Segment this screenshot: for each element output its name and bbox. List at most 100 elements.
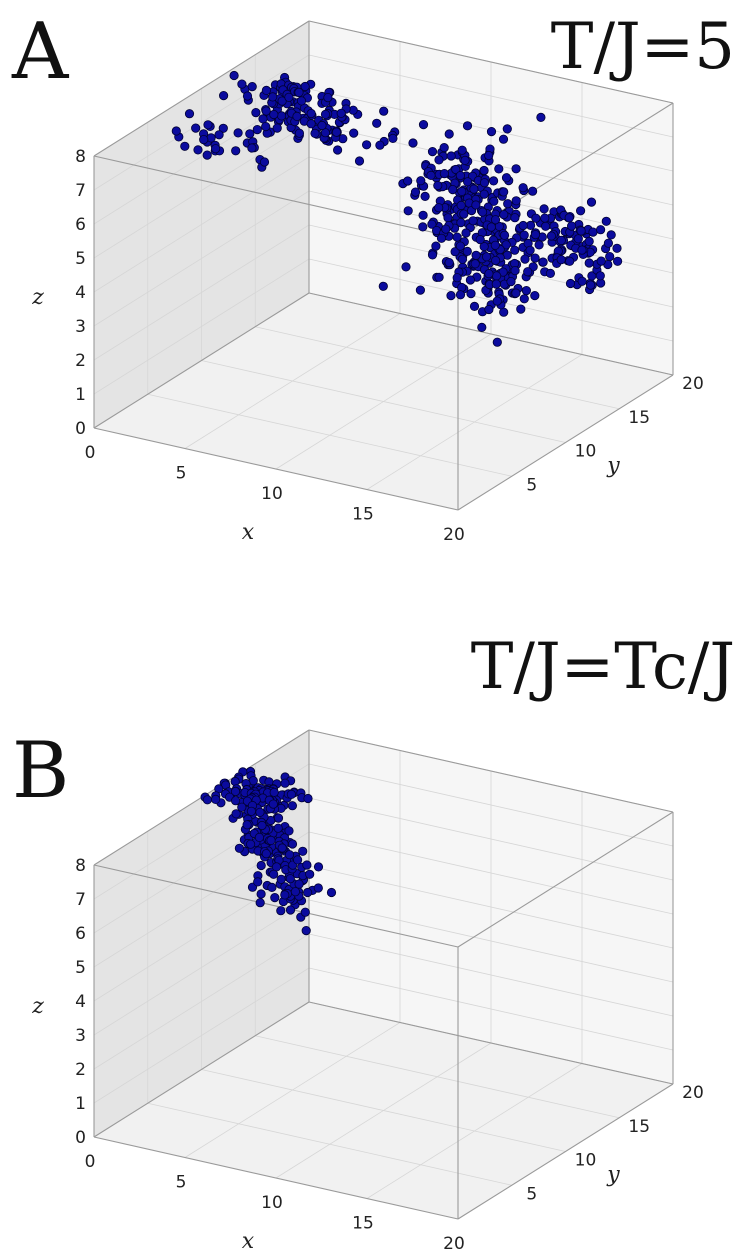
scatter-point — [530, 253, 540, 263]
scatter-point — [534, 240, 544, 250]
scatter-point — [585, 280, 596, 290]
x-tick-label: 20 — [443, 525, 465, 545]
scatter-point — [491, 271, 502, 281]
scatter-point — [452, 273, 462, 283]
scatter-point — [434, 203, 444, 213]
scatter-point — [539, 204, 549, 214]
z-tick-label: 2 — [75, 1060, 86, 1080]
scatter-point — [448, 185, 458, 195]
scatter-point — [479, 242, 489, 252]
scatter-point — [285, 905, 296, 915]
back-grid-line — [308, 54, 674, 138]
scatter-point — [313, 862, 324, 872]
scatter-point — [470, 259, 480, 269]
box-edge — [308, 20, 674, 104]
scatter-point — [573, 234, 583, 244]
scatter-point — [479, 165, 489, 176]
box-edge — [93, 292, 310, 429]
scatter-point — [191, 123, 201, 133]
x-tick-label: 15 — [352, 1214, 374, 1234]
scatter-point — [273, 813, 284, 823]
scatter-point — [310, 128, 320, 138]
x-tick-label: 0 — [85, 1152, 96, 1172]
left-grid-line — [93, 156, 310, 293]
back-grid-line — [308, 831, 674, 915]
z-tick-label: 1 — [75, 385, 86, 405]
scatter-point — [257, 820, 267, 831]
scatter-point — [268, 799, 278, 809]
scatter-point — [486, 127, 497, 137]
scatter-point — [455, 241, 465, 251]
x-tick-label: 10 — [261, 484, 283, 504]
scatter-point — [378, 281, 388, 291]
scatter-points — [171, 70, 623, 347]
scatter-point — [375, 140, 385, 150]
y-axis-label: y — [606, 454, 620, 479]
x-tick-label: 5 — [176, 1173, 187, 1193]
scatter-point — [284, 826, 294, 836]
back-grid-line — [308, 797, 674, 881]
scatter-point — [303, 793, 313, 804]
panel-letter-a: A — [11, 7, 70, 97]
y-tick-label: 20 — [682, 1083, 704, 1103]
scatter-point — [519, 294, 529, 304]
y-tick-label: 15 — [628, 1117, 650, 1137]
scatter-point — [259, 157, 270, 167]
scatter-point — [254, 832, 264, 843]
scatter-point — [418, 210, 428, 220]
scatter-point — [280, 778, 290, 788]
scatter-point — [525, 245, 535, 255]
scatter-point — [372, 118, 382, 128]
scatter-point — [302, 860, 312, 870]
scatter-point — [577, 245, 587, 255]
scatter-point — [564, 213, 574, 223]
scatter-point — [489, 196, 499, 206]
scatter-point — [261, 85, 271, 96]
scatter-point — [577, 276, 587, 286]
scatter-point — [246, 839, 256, 849]
scatter-point — [511, 288, 521, 298]
scatter-point — [516, 304, 526, 314]
scatter-point — [287, 839, 298, 849]
scatter-point — [285, 874, 295, 884]
scatter-point — [481, 252, 492, 262]
scatter-point — [450, 247, 460, 257]
z-tick-label: 1 — [75, 1094, 86, 1114]
scatter-point — [584, 258, 594, 268]
scatter-point — [294, 879, 304, 889]
scatter-point — [486, 222, 496, 232]
scatter-point — [253, 877, 263, 887]
back-grid-line — [308, 763, 674, 847]
box-edge — [93, 1001, 310, 1138]
scatter-point — [502, 124, 512, 134]
z-tick-label: 7 — [75, 890, 86, 910]
scatter-point — [276, 874, 286, 884]
scatter-point — [460, 155, 470, 165]
panel-b: B T/J=Tc/J 0 5 10 15 20 5 10 15 20 0 1 2 3 4 5 6 7 8 x y z — [12, 630, 735, 1254]
scatter-point — [471, 200, 481, 210]
scatter-points — [200, 766, 337, 936]
scatter-point — [491, 279, 501, 289]
scatter-point — [511, 164, 521, 174]
scatter-point — [540, 213, 550, 223]
scatter-point — [211, 794, 221, 805]
scatter-point — [596, 256, 606, 266]
scatter-point — [415, 285, 425, 295]
back-grid-line — [308, 865, 674, 949]
scatter-point — [538, 257, 548, 267]
scatter-point — [410, 187, 421, 197]
scatter-point — [612, 256, 623, 266]
scatter-point — [296, 96, 307, 106]
scatter-point — [300, 907, 310, 917]
scatter-point — [441, 224, 451, 234]
scatter-point — [290, 887, 300, 897]
scatter-point — [403, 206, 413, 216]
scatter-point — [267, 882, 277, 893]
scatter-point — [457, 145, 467, 155]
box-edge — [93, 1136, 459, 1220]
scatter-point — [256, 860, 266, 871]
scatter-point — [298, 846, 308, 856]
scatter-point — [408, 138, 418, 148]
x-tick-label: 15 — [352, 505, 374, 525]
